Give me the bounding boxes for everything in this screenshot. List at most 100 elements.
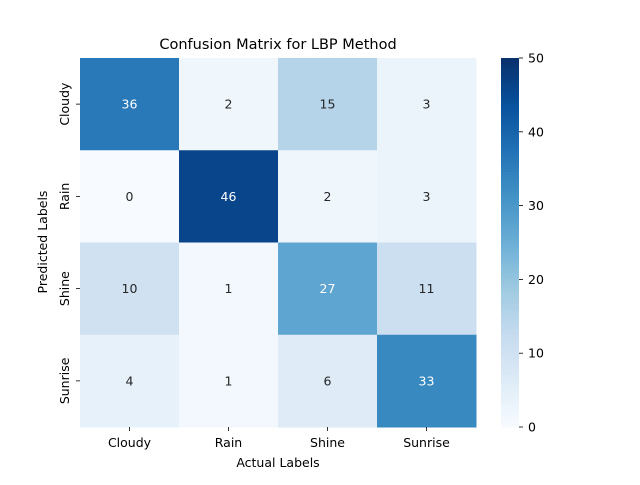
heatmap-cell xyxy=(179,150,279,243)
colorbar-segment xyxy=(501,58,519,62)
x-tick-label: Cloudy xyxy=(108,435,152,450)
colorbar-segment xyxy=(501,97,519,102)
heatmap-cell xyxy=(80,334,180,428)
x-axis-label: Actual Labels xyxy=(236,455,319,470)
colorbar-segment xyxy=(501,211,519,216)
colorbar-segment xyxy=(501,230,519,234)
colorbar-segment xyxy=(501,61,519,65)
colorbar-segment xyxy=(501,310,519,314)
colorbar-segment xyxy=(501,168,519,173)
colorbar-tick-label: 0 xyxy=(528,420,536,435)
colorbar-segment xyxy=(501,297,519,302)
colorbar-segment xyxy=(501,239,519,244)
colorbar-segment xyxy=(501,343,519,348)
colorbar-segment xyxy=(501,408,519,413)
colorbar-segment xyxy=(501,285,519,290)
y-tick-label: Rain xyxy=(57,183,72,210)
heatmap-cell xyxy=(179,58,279,151)
colorbar-segment xyxy=(501,387,519,391)
colorbar-segment xyxy=(501,313,519,317)
x-axis-ticks: Cloudy Rain Shine Sunrise xyxy=(108,427,450,450)
colorbar-segment xyxy=(501,359,519,364)
heatmap-cell xyxy=(377,242,477,336)
colorbar-segment xyxy=(501,399,519,403)
colorbar-segment xyxy=(501,199,519,204)
colorbar-segment xyxy=(501,248,519,253)
cell-value-label: 10 xyxy=(122,281,138,296)
colorbar-segment xyxy=(501,137,519,142)
colorbar-segment xyxy=(501,356,519,360)
colorbar-segment xyxy=(501,134,519,139)
colorbar-segment xyxy=(501,220,519,225)
colorbar-segment xyxy=(501,94,519,99)
cell-value-label: 0 xyxy=(126,189,134,204)
colorbar-segment xyxy=(501,208,519,213)
heatmap-cell xyxy=(179,242,279,336)
colorbar-segment xyxy=(501,181,519,185)
colorbar-segment xyxy=(501,171,519,176)
heatmap-cell xyxy=(377,334,477,428)
colorbar-segment xyxy=(501,365,519,370)
colorbar-segment xyxy=(501,202,519,207)
colorbar-segment xyxy=(501,251,519,256)
cell-value-label: 4 xyxy=(126,373,134,388)
colorbar-segment xyxy=(501,288,519,293)
colorbar-segment xyxy=(501,193,519,197)
colorbar-segment xyxy=(501,325,519,330)
colorbar-segment xyxy=(501,347,519,351)
colorbar-segment xyxy=(501,233,519,237)
colorbar-segment xyxy=(501,70,519,74)
colorbar-segment xyxy=(501,340,519,345)
colorbar-segment xyxy=(501,402,519,407)
heatmap-cell xyxy=(278,58,378,151)
cell-value-label: 3 xyxy=(423,189,431,204)
colorbar-segment xyxy=(501,159,519,164)
heatmap-cell xyxy=(80,242,180,336)
colorbar-segment xyxy=(501,276,519,280)
cell-value-label: 46 xyxy=(221,189,237,204)
colorbar-tick-label: 50 xyxy=(528,51,544,66)
colorbar-segment xyxy=(501,396,519,400)
colorbar-segment xyxy=(501,144,519,148)
colorbar-segment xyxy=(501,267,519,271)
colorbar-segment xyxy=(501,64,519,68)
colorbar-segment xyxy=(501,76,519,81)
colorbar-segment xyxy=(501,245,519,250)
x-tick-label: Shine xyxy=(310,435,345,450)
colorbar-tick-label: 10 xyxy=(528,346,544,361)
colorbar-segment xyxy=(501,196,519,201)
colorbar-segment xyxy=(501,156,519,161)
colorbar-segment xyxy=(501,227,519,231)
colorbar-segment xyxy=(501,417,519,422)
colorbar-segment xyxy=(501,331,519,336)
colorbar-segment xyxy=(501,273,519,277)
colorbar-segment xyxy=(501,119,519,124)
heatmap-cell xyxy=(377,58,477,151)
heatmap-cell xyxy=(278,334,378,428)
y-tick-label: Shine xyxy=(57,271,72,306)
colorbar-segment xyxy=(501,270,519,274)
colorbar-segment xyxy=(501,242,519,247)
colorbar-segment xyxy=(501,73,519,78)
colorbar-segment xyxy=(501,91,519,96)
colorbar-segment xyxy=(501,79,519,84)
colorbar-segment xyxy=(501,101,519,105)
colorbar-segment xyxy=(501,300,519,305)
colorbar-segment xyxy=(501,257,519,262)
colorbar-segment xyxy=(501,362,519,367)
colorbar-segment xyxy=(501,393,519,397)
x-tick-label: Rain xyxy=(215,435,242,450)
y-tick-label: Sunrise xyxy=(57,357,72,404)
colorbar-segment xyxy=(501,282,519,287)
colorbar-segment xyxy=(501,177,519,182)
colorbar-segment xyxy=(501,304,519,308)
colorbar-segment xyxy=(501,322,519,327)
cell-value-label: 27 xyxy=(320,281,336,296)
colorbar-segment xyxy=(501,110,519,114)
colorbar-segment xyxy=(501,113,519,118)
colorbar-segment xyxy=(501,82,519,87)
colorbar-segment xyxy=(501,141,519,145)
colorbar-segment xyxy=(501,165,519,170)
